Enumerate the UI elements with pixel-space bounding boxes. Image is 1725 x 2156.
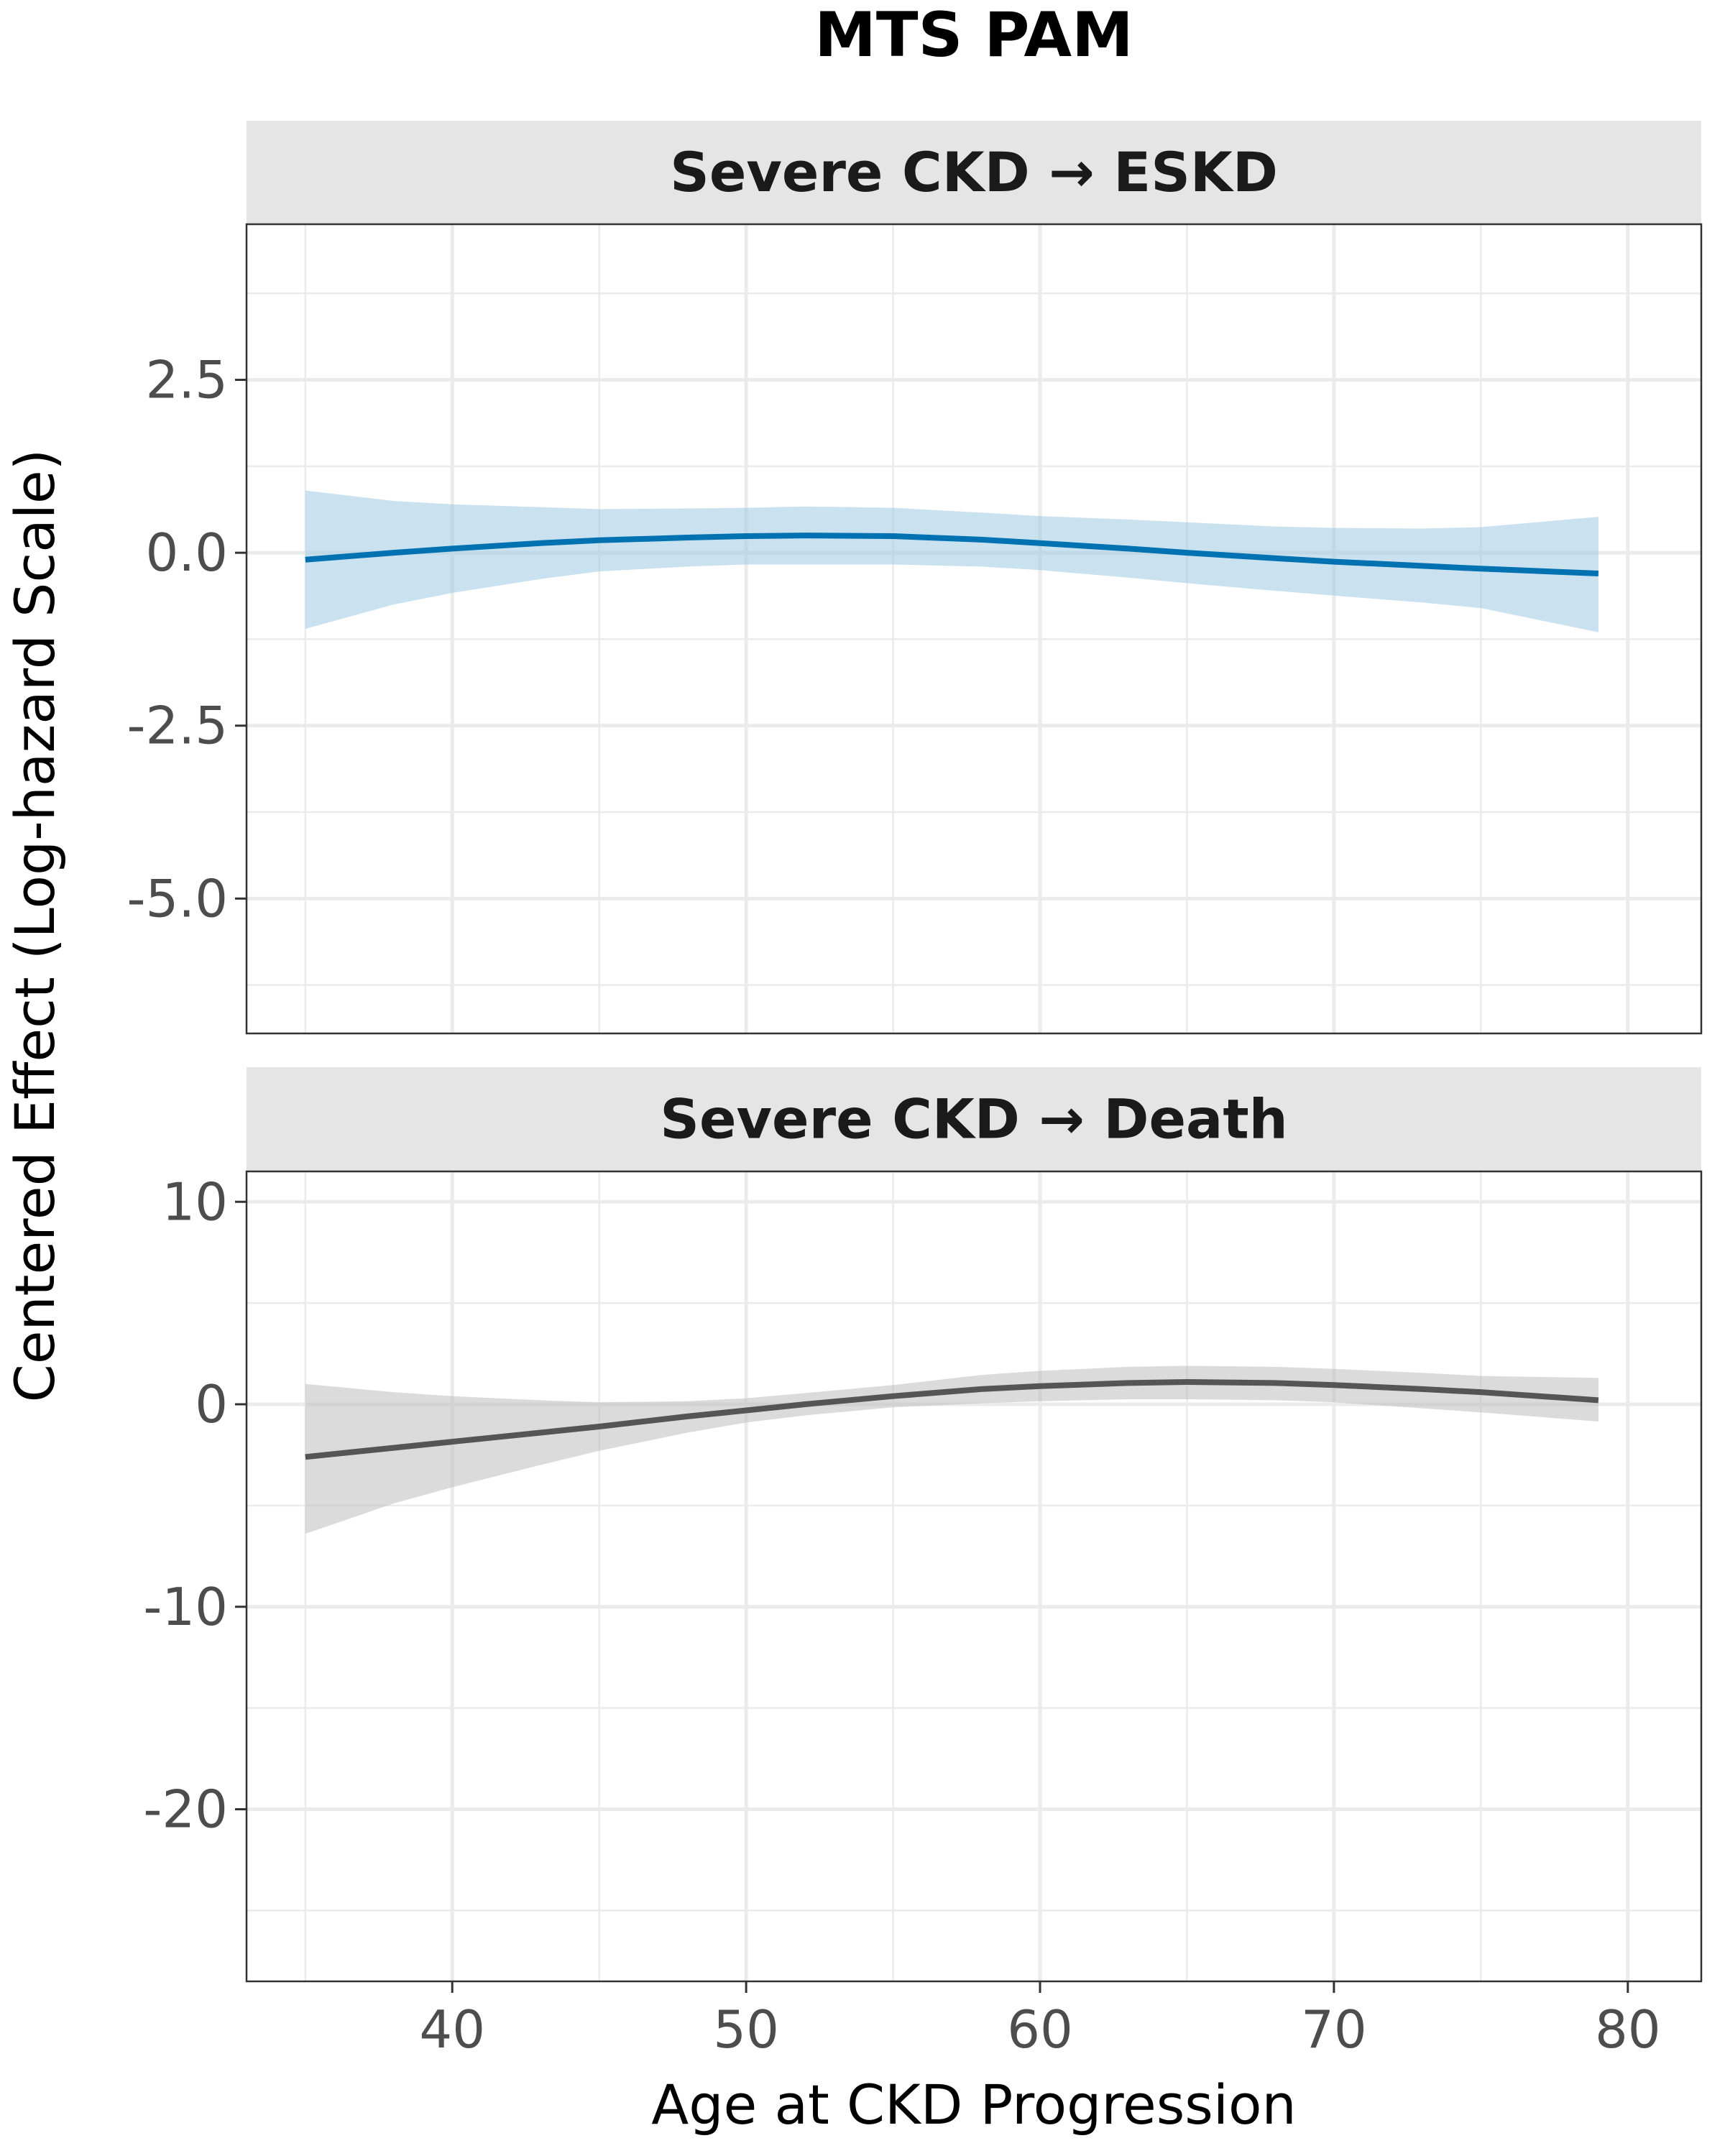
panel-background [247,224,1701,1033]
x-tick-label: 60 [1007,1999,1073,2060]
effect-line [305,533,1599,576]
x-axis-title: Age at CKD Progression [651,2073,1296,2137]
y-tick-label: -20 [143,1779,228,1840]
x-tick-label: 40 [419,1999,485,2060]
y-tick-label: 0 [195,1374,228,1434]
panel-strip [247,121,1701,224]
y-tick-label: 0.0 [145,522,228,583]
confidence-band [305,490,1598,632]
panel-2: Severe CKD → Death 10 0 -10 -20 [143,1067,1703,1983]
panel-background [247,1171,1701,1981]
panel-1: Severe CKD → ESKD 2.5 0.0 -2.5 -5.0 [127,121,1703,1035]
y-tick-label: -2.5 [127,696,228,756]
y-axis-title: Centered Effect (Log-hazard Scale) [3,449,67,1403]
y-tick-label: -10 [143,1577,228,1637]
x-tick-label: 50 [713,1999,779,2060]
y-tick-label: 10 [162,1171,228,1232]
panel-strip-label: Severe CKD → Death [660,1087,1288,1151]
chart-title: MTS PAM [814,0,1133,71]
x-tick-label: 80 [1595,1999,1661,2060]
confidence-band [305,1365,1598,1534]
y-tick-label: -5.0 [127,868,228,929]
panel-border [245,223,1703,1035]
y-tick-label: 2.5 [145,350,228,410]
effect-line [305,1379,1599,1460]
panel-strip [247,1067,1701,1171]
panel-border [245,1170,1703,1983]
panel-strip-label: Severe CKD → ESKD [670,140,1278,204]
x-tick-label: 70 [1301,1999,1367,2060]
